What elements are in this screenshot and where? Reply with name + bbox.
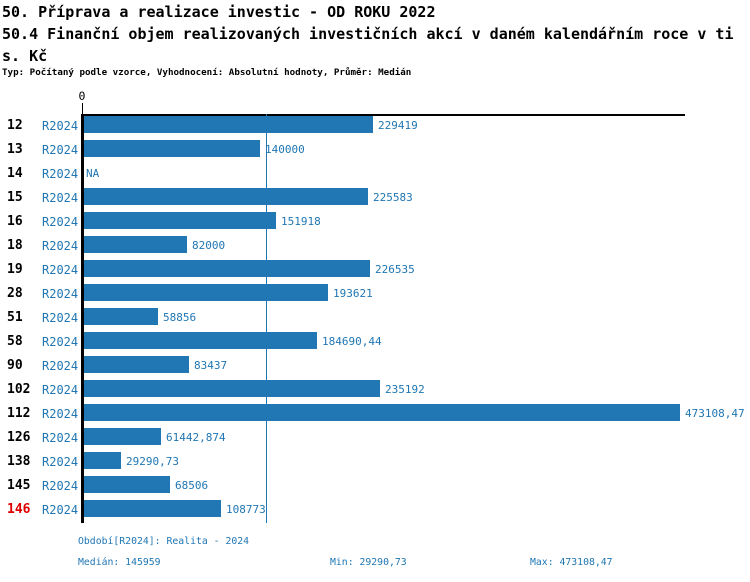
table-row: 126 R2024 61442,874 <box>0 428 750 452</box>
bar-value-label: 473108,47 <box>685 407 745 420</box>
bar[interactable] <box>84 260 370 277</box>
bar[interactable] <box>84 284 328 301</box>
table-row: 146 R2024 108773 <box>0 500 750 524</box>
bar[interactable] <box>84 380 380 397</box>
median-reference-line <box>266 114 267 523</box>
page-title: 50. Příprava a realizace investic - OD R… <box>2 3 436 21</box>
bar-value-label: 235192 <box>385 383 425 396</box>
bar[interactable] <box>84 188 368 205</box>
bar-value-label: 140000 <box>265 143 305 156</box>
table-row: 28 R2024 193621 <box>0 284 750 308</box>
table-row: 58 R2024 184690,44 <box>0 332 750 356</box>
row-series-label: R2024 <box>42 479 79 493</box>
x-axis-zero-label: 0 <box>78 89 86 103</box>
table-row: 13 R2024 140000 <box>0 140 750 164</box>
bar-value-label: 82000 <box>192 239 226 252</box>
bar[interactable] <box>84 308 158 325</box>
table-row: 51 R2024 58856 <box>0 308 750 332</box>
footer-period-info: Období[R2024]: Realita - 2024 <box>78 536 250 547</box>
bar-value-label: 83437 <box>194 359 228 372</box>
footer-max-value: Max: 473108,47 <box>530 557 613 568</box>
row-category-label: 51 <box>7 310 23 325</box>
row-series-label: R2024 <box>42 143 79 157</box>
bar-value-label: 151918 <box>281 215 321 228</box>
y-axis-line <box>81 114 84 523</box>
row-series-label: R2024 <box>42 239 79 253</box>
table-row: 14 R2024 NA <box>0 164 750 188</box>
table-row: 102 R2024 235192 <box>0 380 750 404</box>
table-row: 19 R2024 226535 <box>0 260 750 284</box>
row-series-label: R2024 <box>42 167 79 181</box>
bar[interactable] <box>84 428 161 445</box>
row-category-label: 12 <box>7 118 23 133</box>
bar-value-label: 68506 <box>175 479 209 492</box>
row-series-label: R2024 <box>42 335 79 349</box>
chart-subtitle-line2: s. Kč <box>2 47 48 65</box>
x-axis-line <box>82 114 685 116</box>
row-category-label: 90 <box>7 358 23 373</box>
row-category-label: 112 <box>7 406 31 421</box>
row-series-label: R2024 <box>42 263 79 277</box>
bar-value-label: 193621 <box>333 287 373 300</box>
row-category-label: 13 <box>7 142 23 157</box>
bar-value-label: 184690,44 <box>322 335 382 348</box>
table-row: 138 R2024 29290,73 <box>0 452 750 476</box>
bar-value-label: 225583 <box>373 191 413 204</box>
bar-value-label: 58856 <box>163 311 197 324</box>
row-category-label: 19 <box>7 262 23 277</box>
row-series-label: R2024 <box>42 119 79 133</box>
bar[interactable] <box>84 356 189 373</box>
bar-value-label: 61442,874 <box>166 431 226 444</box>
row-series-label: R2024 <box>42 311 79 325</box>
row-series-label: R2024 <box>42 359 79 373</box>
row-series-label: R2024 <box>42 431 79 445</box>
row-series-label: R2024 <box>42 407 79 421</box>
row-series-label: R2024 <box>42 383 79 397</box>
table-row: 16 R2024 151918 <box>0 212 750 236</box>
row-series-label: R2024 <box>42 503 79 517</box>
bar[interactable] <box>84 116 373 133</box>
table-row: 18 R2024 82000 <box>0 236 750 260</box>
chart-meta-info: Typ: Počítaný podle vzorce, Vyhodnocení:… <box>2 67 412 78</box>
row-category-label: 18 <box>7 238 23 253</box>
bar-value-label: 108773 <box>226 503 266 516</box>
x-axis-tick <box>82 103 83 114</box>
bar[interactable] <box>84 404 680 421</box>
row-category-label: 14 <box>7 166 23 181</box>
bar[interactable] <box>84 332 317 349</box>
row-category-label: 16 <box>7 214 23 229</box>
row-category-label: 15 <box>7 190 23 205</box>
row-category-label: 146 <box>7 502 31 517</box>
bar[interactable] <box>84 140 260 157</box>
table-row: 145 R2024 68506 <box>0 476 750 500</box>
row-category-label: 126 <box>7 430 31 445</box>
row-series-label: R2024 <box>42 191 79 205</box>
row-series-label: R2024 <box>42 455 79 469</box>
bar[interactable] <box>84 500 221 517</box>
table-row: 12 R2024 229419 <box>0 116 750 140</box>
bar-value-label: 229419 <box>378 119 418 132</box>
table-row: 15 R2024 225583 <box>0 188 750 212</box>
footer-median-value: Medián: 145959 <box>78 557 161 568</box>
row-category-label: 138 <box>7 454 31 469</box>
row-category-label: 58 <box>7 334 23 349</box>
row-series-label: R2024 <box>42 287 79 301</box>
bar[interactable] <box>84 236 187 253</box>
bar-value-label: 226535 <box>375 263 415 276</box>
bar-value-label: 29290,73 <box>126 455 179 468</box>
bar[interactable] <box>84 212 276 229</box>
row-series-label: R2024 <box>42 215 79 229</box>
bar-value-label: NA <box>86 167 100 180</box>
bar[interactable] <box>84 452 121 469</box>
footer-min-value: Min: 29290,73 <box>330 557 407 568</box>
table-row: 112 R2024 473108,47 <box>0 404 750 428</box>
chart-subtitle-line1: 50.4 Finanční objem realizovaných invest… <box>2 25 734 43</box>
row-category-label: 102 <box>7 382 31 397</box>
row-category-label: 145 <box>7 478 31 493</box>
row-category-label: 28 <box>7 286 23 301</box>
table-row: 90 R2024 83437 <box>0 356 750 380</box>
bar[interactable] <box>84 476 170 493</box>
